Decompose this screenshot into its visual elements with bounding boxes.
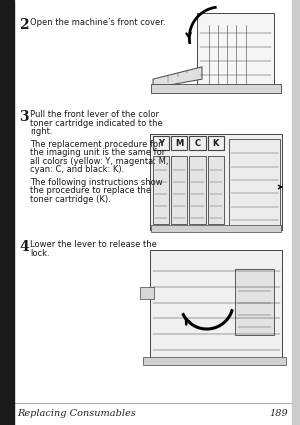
Text: Pull the front lever of the color: Pull the front lever of the color	[30, 110, 159, 119]
Text: right.: right.	[30, 127, 52, 136]
Text: The following instructions show: The following instructions show	[30, 178, 163, 187]
Text: toner cartridge (K).: toner cartridge (K).	[30, 195, 111, 204]
Bar	[0, 0, 14, 425]
Bar	[208, 156, 224, 224]
Bar	[150, 250, 282, 360]
Bar	[151, 225, 281, 232]
Bar	[197, 13, 274, 91]
Bar	[151, 84, 281, 93]
Bar	[229, 139, 280, 227]
Text: lock.: lock.	[30, 249, 50, 258]
Text: Replacing Consumables: Replacing Consumables	[17, 410, 136, 419]
Bar	[235, 269, 274, 335]
Bar	[208, 136, 224, 150]
Polygon shape	[153, 67, 202, 88]
Text: M: M	[175, 139, 183, 147]
Bar	[292, 0, 300, 425]
Text: Open the machine’s front cover.: Open the machine’s front cover.	[30, 18, 166, 27]
Bar	[153, 136, 169, 150]
Text: the imaging unit is the same for: the imaging unit is the same for	[30, 148, 165, 157]
Bar	[189, 156, 206, 224]
Text: Y: Y	[158, 139, 164, 147]
Bar	[189, 136, 206, 150]
Text: toner cartridge indicated to the: toner cartridge indicated to the	[30, 119, 163, 128]
Bar	[171, 156, 188, 224]
Text: 4: 4	[19, 240, 29, 254]
Bar	[153, 156, 169, 224]
Bar	[171, 136, 188, 150]
Text: K: K	[212, 139, 219, 147]
Text: 189: 189	[269, 410, 288, 419]
Bar	[143, 357, 286, 365]
Text: Lower the lever to release the: Lower the lever to release the	[30, 240, 157, 249]
Text: 3: 3	[19, 110, 28, 124]
Text: C: C	[194, 139, 201, 147]
Text: cyan: C, and black: K).: cyan: C, and black: K).	[30, 165, 124, 174]
Text: The replacement procedure for: The replacement procedure for	[30, 139, 162, 148]
Text: all colors (yellow: Y, magenta: M,: all colors (yellow: Y, magenta: M,	[30, 156, 169, 165]
Bar	[140, 287, 154, 299]
Bar	[150, 134, 282, 230]
Text: the procedure to replace the: the procedure to replace the	[30, 186, 151, 195]
Text: 2: 2	[19, 18, 28, 32]
